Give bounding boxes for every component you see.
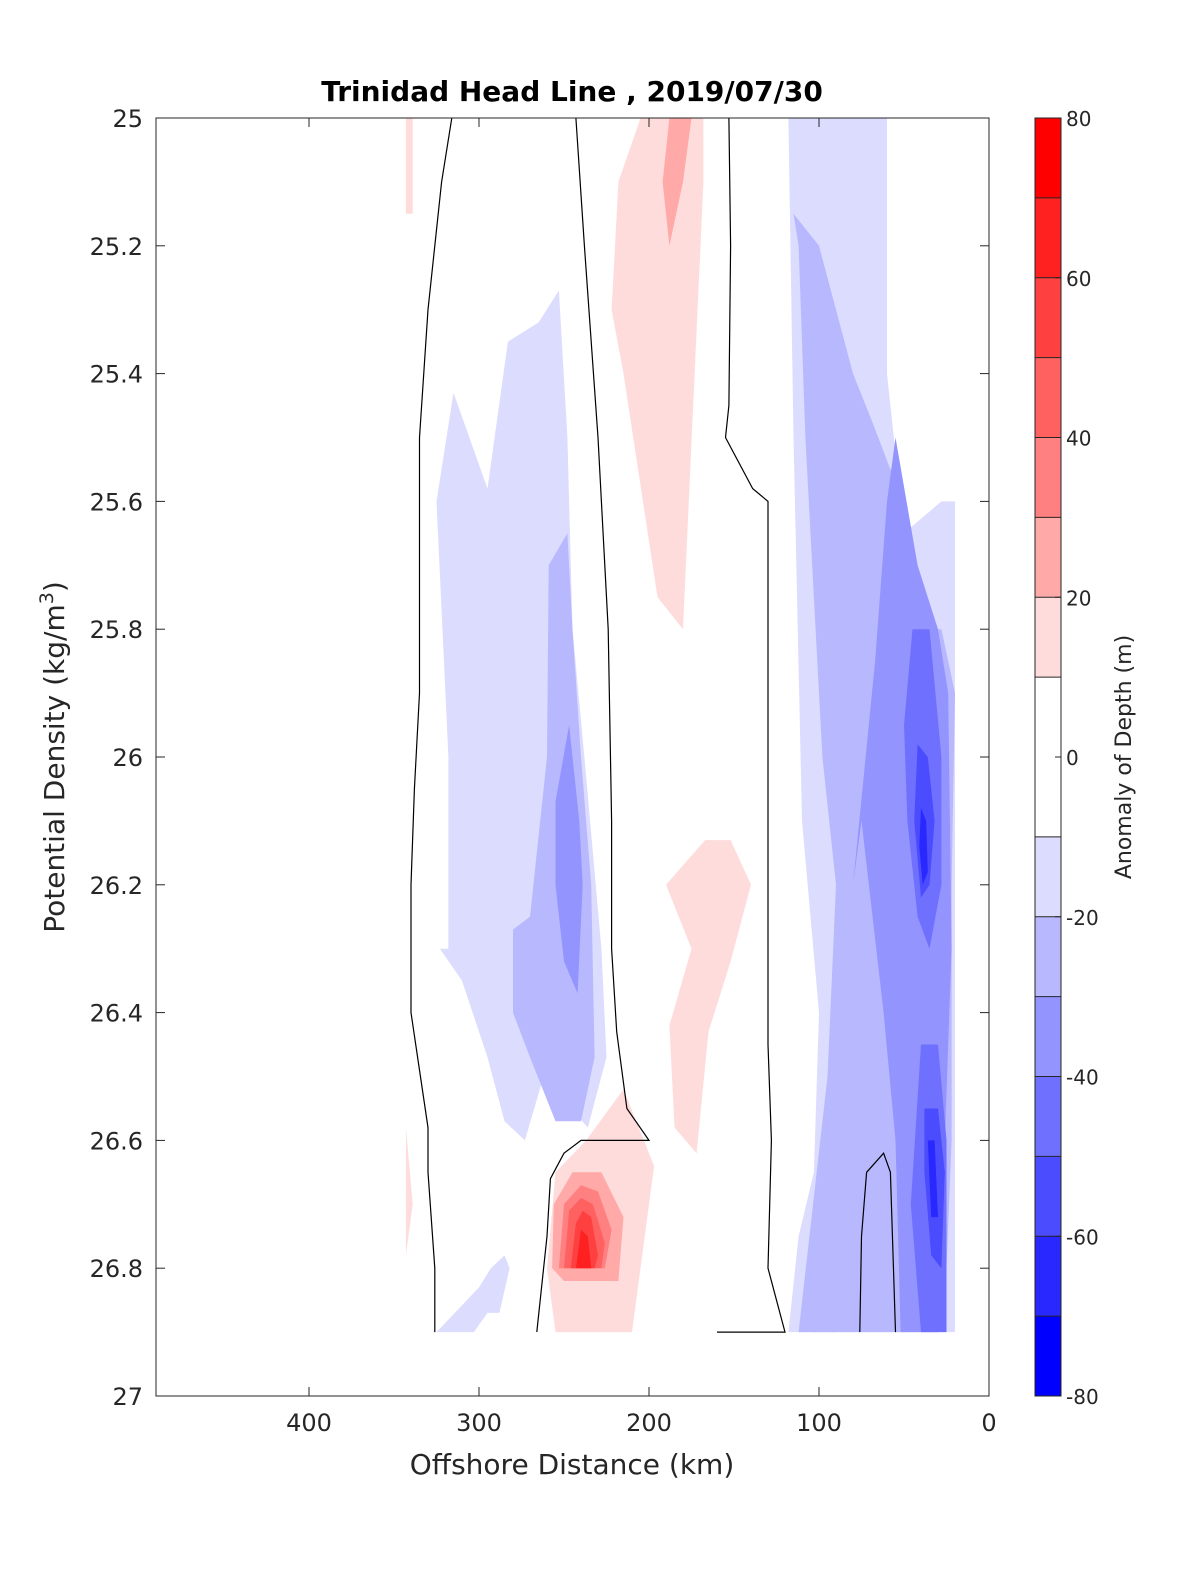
x-tick-label: 400 [286,1409,332,1437]
y-axis-ticks: 25 25.2 25.4 25.6 25.8 26 26.2 26.4 26.6 26.8 27 [90,105,989,1411]
zero-contours [410,118,897,1333]
colorbar-swatch [1035,1316,1061,1396]
colorbar-tick-label: 40 [1066,427,1091,451]
contour-region-blue-right-lvl60 [919,808,928,885]
contour-region-red-surface-340 [405,118,413,214]
y-tick-label: 26 [112,744,143,772]
zero-contour-left [410,118,453,1333]
y-tick-label: 25.4 [90,361,143,389]
y-tick-label: 26.6 [90,1127,143,1155]
x-tick-label: 300 [456,1409,502,1437]
y-tick-label: 25 [112,105,143,133]
colorbar-swatch [1035,597,1061,678]
y-tick-label: 25.6 [90,488,143,516]
colorbar-swatch [1035,437,1061,518]
x-tick-label: 0 [981,1409,996,1437]
colorbar-tick-label: 80 [1066,107,1091,131]
contour-region-red-upper-center-lvl20 [611,118,704,630]
colorbar-swatch [1035,197,1061,278]
zero-contour-right-small [859,1152,897,1333]
colorbar-tick-label: 20 [1066,586,1091,610]
contour-region-red-upper-center-lvl30 [662,118,692,246]
contour-region-red-left-edge-bottom [405,1127,413,1256]
contour-region-blue-bottom-right-lvl70 [927,1140,938,1218]
y-tick-label: 26.8 [90,1255,143,1283]
colorbar-swatch [1035,836,1061,917]
x-axis-ticks: 400 300 200 100 0 [286,118,997,1437]
colorbar-swatch [1035,1156,1061,1237]
zero-contour-center-right [717,118,786,1333]
colorbar-swatch [1035,277,1061,358]
y-tick-label: 25.2 [90,233,143,261]
colorbar-tick-label: -40 [1066,1066,1099,1090]
zero-contour-center-left [536,118,651,1333]
contour-region-red-mid-right [666,840,751,1154]
colorbar-swatch [1035,118,1061,198]
x-tick-label: 100 [796,1409,842,1437]
y-axis-label-main: Potential Density (kg/m [38,604,71,933]
colorbar-tick-label: -20 [1066,906,1099,930]
colorbar-label: Anomaly of Depth (m) [1112,635,1137,879]
y-axis-label-tail: ) [38,581,71,592]
contour-region-red-bottom-lvl70 [575,1229,592,1269]
contour-region-blue-lower-left [436,1255,510,1333]
contour-region-blue-bottom-mid [810,1204,836,1333]
colorbar-swatch [1035,1236,1061,1317]
x-axis-label: Offshore Distance (km) [410,1448,735,1481]
chart-title: Trinidad Head Line , 2019/07/30 [321,75,823,108]
x-tick-label: 200 [626,1409,672,1437]
colorbar-tick-label: 60 [1066,267,1091,291]
y-axis-label-superscript: 3 [36,592,58,604]
colorbar-tick-label: -80 [1066,1385,1099,1409]
colorbar: 80 60 40 20 0 -20 -40 -60 -80 [1034,107,1099,1409]
colorbar-swatch [1035,357,1061,438]
colorbar-tick-label: -60 [1066,1225,1099,1249]
colorbar-tick-label: 0 [1066,746,1079,770]
y-axis-label: Potential Density (kg/m3) [36,581,71,933]
colorbar-swatch [1035,916,1061,997]
y-tick-label: 26.4 [90,1000,143,1028]
y-tick-label: 25.8 [90,616,143,644]
colorbar-swatch [1035,996,1061,1077]
y-tick-label: 27 [112,1383,143,1411]
contour-fills [405,118,955,1333]
contour-region-blue-left-lvl30 [555,725,583,994]
colorbar-swatch [1035,517,1061,598]
y-tick-label: 26.2 [90,872,143,900]
colorbar-swatch [1035,1076,1061,1157]
